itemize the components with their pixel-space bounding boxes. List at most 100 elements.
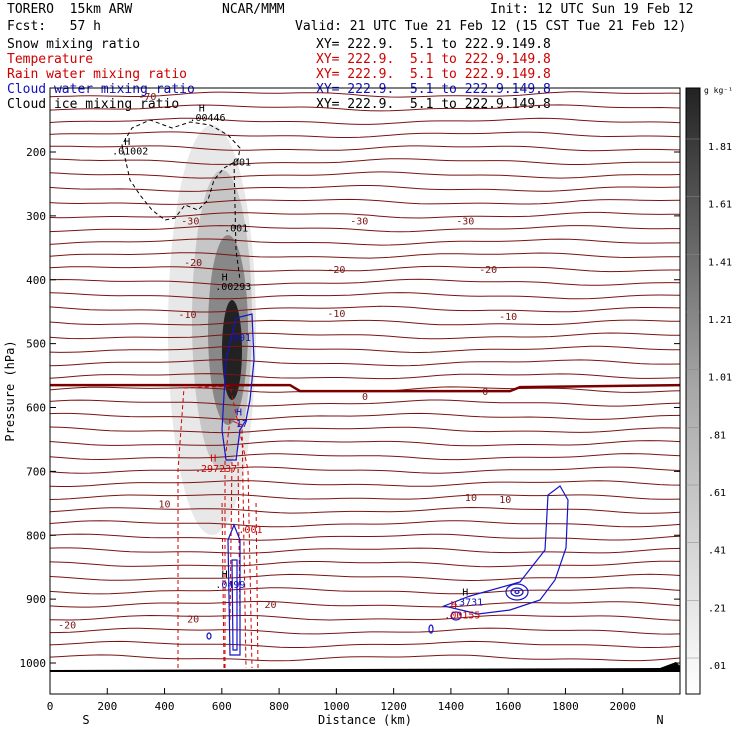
- max-annotation: .297237: [195, 464, 237, 475]
- colorbar: g kg⁻¹ 1.81 1.61 1.41 1.21 1.01 .81 .61 .41 .21.…: [685, 86, 733, 695]
- isotherm-line: [49, 627, 681, 635]
- valid-time: Valid: 21 UTC Tue 21 Feb 12 (15 CST Tue …: [295, 19, 687, 34]
- isotherm-line: [49, 91, 681, 98]
- colorbar-label: .21: [708, 603, 726, 614]
- isotherm-line: [49, 278, 681, 286]
- isotherm-line: [49, 238, 680, 246]
- isotherm-line: [49, 292, 681, 300]
- isotherm-line: [49, 587, 681, 595]
- isotherm-label: -10: [327, 309, 345, 320]
- colorbar-label: 1.61: [708, 200, 732, 211]
- legend-cloudwater-name: Cloud water mixing ratio: [7, 82, 195, 97]
- isotherm-line: [49, 573, 681, 582]
- x-end-left: S: [82, 713, 89, 727]
- cloud-water-small-3: [206, 632, 212, 640]
- rain-line-mid: [224, 419, 247, 669]
- cloud-water-lower-2: [231, 559, 238, 651]
- max-annotation: .0499: [215, 580, 245, 591]
- isotherm-line: [49, 506, 681, 514]
- legend-snow-name: Snow mixing ratio: [7, 37, 141, 52]
- chart-labels: -70 -30 -30 -30 -20 -20 -20 -10 -10 -10 0 0 10 10 10 20…: [58, 92, 517, 632]
- isotherm-line: [49, 373, 681, 380]
- max-annotation: .001: [238, 525, 262, 536]
- legend-cloudice-xy: XY= 222.9. 5.1 to 222.9.149.8: [316, 97, 551, 112]
- forecast-hour: Fcst: 57 h: [7, 19, 101, 34]
- max-annotation: .001: [227, 158, 251, 169]
- isotherm-line: [49, 412, 681, 421]
- x-tick-label: 2000: [609, 700, 636, 713]
- isotherm-line: [49, 494, 681, 500]
- isotherm-line: [49, 319, 681, 326]
- isotherm-line: [49, 211, 681, 219]
- isotherm-label: -70: [138, 92, 156, 103]
- isotherm-line: [49, 440, 681, 447]
- legend-rain-xy: XY= 222.9. 5.1 to 222.9.149.8: [316, 67, 551, 82]
- isotherm-line: [49, 131, 681, 138]
- isotherm-label: -20: [184, 258, 202, 269]
- cloud-water-right-ring-2: [510, 587, 524, 597]
- isotherm-line: [49, 345, 680, 354]
- isotherm-label: -30: [181, 216, 199, 227]
- max-annotation: .00155: [444, 610, 480, 621]
- max-annotation: .001: [224, 223, 248, 234]
- y-tick-label: 200: [26, 146, 46, 159]
- isotherm-line: [49, 225, 680, 233]
- y-tick-label: 400: [26, 274, 46, 287]
- isotherm-line: [49, 198, 681, 205]
- colorbar-label: 1.81: [708, 142, 732, 153]
- isotherm-label: 20: [187, 614, 199, 625]
- x-tick-label: 1000: [323, 700, 350, 713]
- colorbar-label: .61: [708, 488, 726, 499]
- cloud-water-lower: [227, 523, 241, 656]
- isotherm-line: [49, 453, 681, 461]
- cloud-ice-line: [121, 119, 241, 221]
- isotherm-line: [49, 305, 681, 313]
- isotherm-line: [49, 426, 681, 434]
- isotherm-label: -30: [350, 216, 368, 227]
- isotherm-label: 10: [159, 499, 171, 510]
- colorbar-label: 1.41: [708, 257, 732, 268]
- terrain-surface: [50, 662, 680, 672]
- legend-cloudwater-xy: XY= 222.9. 5.1 to 222.9.149.8: [316, 82, 551, 97]
- isotherm-line: [49, 158, 680, 165]
- isotherm-line: [49, 145, 681, 152]
- isotherm-line: [49, 614, 681, 621]
- colorbar-label: .01: [708, 661, 726, 672]
- y-axis-title: Pressure (hPa): [3, 340, 17, 441]
- isotherm-label: 0: [482, 387, 488, 398]
- y-tick-label: 1000: [20, 657, 47, 670]
- rain-line-outer: [177, 385, 253, 669]
- max-annotation: .00446: [189, 113, 225, 124]
- legend-temperature-name: Temperature: [7, 52, 94, 67]
- isotherm-line: [49, 547, 681, 554]
- isotherm-line: [49, 640, 681, 649]
- max-annotation: .00293: [215, 282, 251, 293]
- y-tick-label: 700: [26, 465, 46, 478]
- isotherm-line: [49, 480, 681, 487]
- isotherm-line: [49, 117, 681, 125]
- isotherm-line: [49, 533, 681, 541]
- y-tick-label: 500: [26, 338, 46, 351]
- max-annotation: H: [210, 453, 216, 464]
- x-tick-label: 1400: [438, 700, 465, 713]
- colorbar-label: 1.21: [708, 315, 732, 326]
- isotherm-label: -20: [479, 265, 497, 276]
- max-annotation: H: [451, 600, 457, 611]
- isotherm-line: [49, 104, 681, 112]
- max-annotation: H: [462, 587, 468, 598]
- isotherm-label: 10: [465, 493, 477, 504]
- isotherm-label: -10: [499, 312, 517, 323]
- legend-temperature-xy: XY= 222.9. 5.1 to 222.9.149.8: [316, 52, 551, 67]
- x-end-right: N: [656, 713, 663, 727]
- max-annotation: 17: [236, 419, 248, 430]
- colorbar-label: .41: [708, 546, 726, 557]
- max-annotation: .001: [227, 333, 251, 344]
- cloud-water-right-ring-3: [514, 589, 520, 595]
- isotherm-label: -10: [178, 310, 196, 321]
- x-tick-label: 1800: [552, 700, 579, 713]
- isotherm-label: 10: [499, 495, 511, 506]
- center-title: NCAR/MMM: [222, 2, 285, 17]
- cloud-water-right-ring-1: [505, 583, 529, 601]
